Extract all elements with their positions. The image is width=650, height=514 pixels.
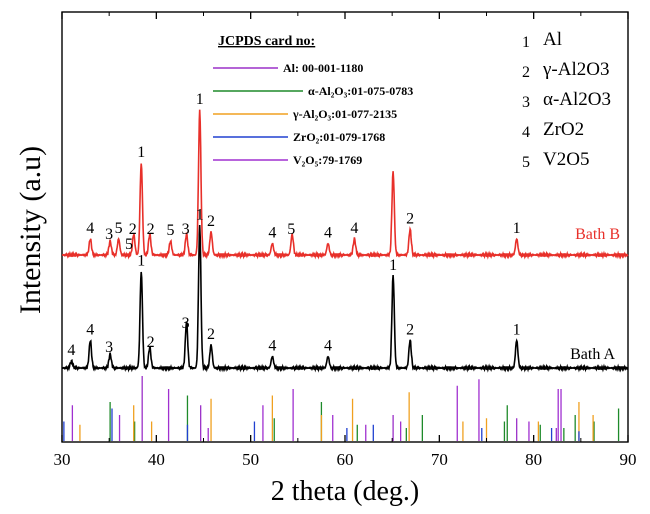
plot-frame (61, 11, 629, 443)
x-tick-label: 40 (148, 450, 165, 469)
axes: 30 40 50 60 70 80 90 2 theta (deg.) Intensity (a… (14, 12, 637, 507)
phase-key-number: 5 (522, 154, 530, 171)
phase-key-label: α-Al2O3 (543, 89, 611, 110)
peak-label: 1 (513, 321, 521, 338)
legend: JCPDS card no: Al: 00-001-1180 α-Al₂O₃:01-… (213, 34, 413, 167)
phase-key-number: 4 (522, 124, 530, 141)
series-line (62, 109, 629, 260)
legend-entry-label: α-Al₂O₃:01-075-0783 (308, 84, 413, 98)
legend-entry-label: γ-Al₂O₃:01-077-2135 (292, 107, 397, 121)
peak-label: 3 (105, 226, 113, 243)
peak-label: 3 (182, 221, 190, 238)
peak-label: 1 (196, 91, 204, 108)
peak-label: 4 (86, 321, 94, 338)
legend-entry-label: ZrO₂:01-079-1768 (293, 130, 385, 144)
peak-label: 2 (147, 334, 155, 351)
peak-label: 4 (268, 225, 276, 242)
x-tick-label: 80 (525, 450, 542, 469)
phase-key-label: Al (543, 29, 562, 50)
peak-label: 4 (268, 338, 276, 355)
phase-key-label: γ-Al2O3 (542, 59, 609, 80)
x-tick-label: 70 (431, 450, 448, 469)
peak-label: 1 (513, 220, 521, 237)
x-tick-label: 90 (620, 450, 637, 469)
series-line (62, 224, 629, 373)
peak-label: 2 (207, 326, 215, 343)
series-name-label: Bath B (575, 226, 620, 243)
peak-label: 1 (389, 257, 397, 274)
phase-key: 1 Al 2 γ-Al2O3 3 α-Al2O3 4 ZrO2 5 V2O5 (522, 29, 611, 171)
phase-key-number: 1 (522, 34, 530, 51)
x-tick-label: 50 (242, 450, 259, 469)
phase-key-number: 3 (522, 94, 530, 111)
peak-label: 4 (86, 220, 94, 237)
peak-label: 2 (406, 211, 414, 228)
peak-label: 1 (137, 144, 145, 161)
peak-label: 2 (406, 321, 414, 338)
peak-label: 2 (129, 221, 137, 238)
legend-entry-label: Al: 00-001-1180 (283, 61, 363, 75)
peak-label: 4 (324, 338, 332, 355)
series-name-label: Bath A (570, 346, 615, 363)
peak-label: 2 (207, 213, 215, 230)
peak-label: 1 (137, 252, 145, 269)
legend-title: JCPDS card no: (218, 34, 315, 49)
peak-label: 2 (147, 221, 155, 238)
phase-key-label: ZrO2 (543, 119, 584, 140)
y-axis-label: Intensity (a.u) (14, 146, 47, 314)
peak-label: 5 (166, 222, 174, 239)
peak-label: 5 (287, 221, 295, 238)
peak-label: 4 (67, 342, 75, 359)
phase-key-number: 2 (522, 64, 530, 81)
x-axis-label: 2 theta (deg.) (271, 476, 420, 507)
reference-lines (63, 376, 620, 441)
legend-entry-label: V₂O₅:79-1769 (293, 153, 362, 167)
peak-label: 3 (182, 315, 190, 332)
peak-label: 4 (324, 225, 332, 242)
x-tick-label: 30 (54, 450, 71, 469)
series-layer: Bath B Bath A (62, 109, 629, 373)
peak-label: 3 (105, 339, 113, 356)
peak-label: 5 (125, 236, 133, 253)
peak-label: 1 (196, 206, 204, 223)
peak-label: 4 (350, 220, 358, 237)
x-tick-label: 60 (337, 450, 354, 469)
peak-label: 5 (115, 220, 123, 237)
phase-key-label: V2O5 (543, 149, 589, 170)
